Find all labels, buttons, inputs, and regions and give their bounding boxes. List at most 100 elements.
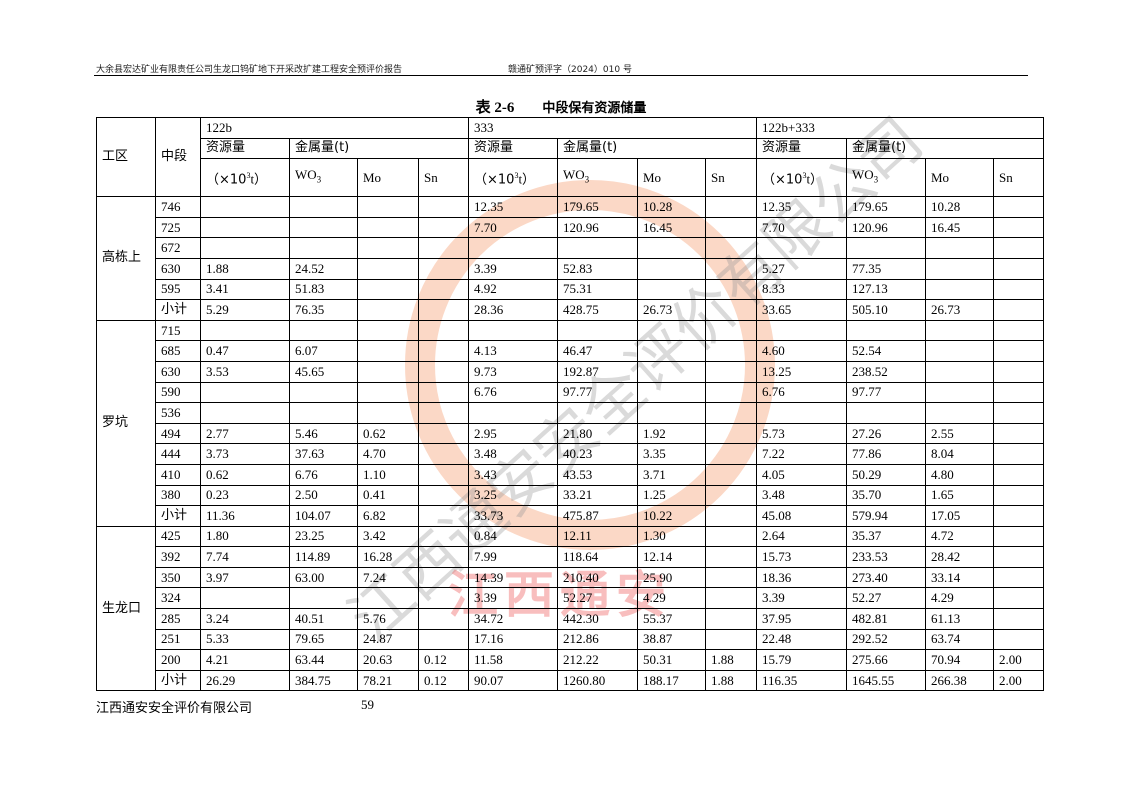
value-cell: 33.73	[468, 505, 558, 527]
value-cell: 2.77	[200, 422, 290, 445]
table-row: 罗坑 715	[96, 319, 1044, 527]
value-cell	[993, 525, 1044, 548]
value-cell: 116.35	[756, 669, 847, 692]
value-cell: 442.30	[557, 608, 638, 630]
value-cell	[200, 587, 290, 610]
value-cell: 0.62	[200, 463, 290, 486]
level-cell: 410	[155, 463, 201, 486]
wo-sub: 3	[316, 174, 322, 185]
value-cell: 45.08	[756, 505, 847, 527]
value-cell: 3.39	[468, 587, 558, 610]
value-cell	[925, 402, 994, 424]
table-row: 285 3.24 40.51 5.76 34.72 442.30 55.37 37.95 482…	[97, 608, 1044, 630]
value-cell: 4.60	[756, 340, 847, 362]
table-row: 595 3.41 51.83 4.92 75.31 8.33 127.13	[97, 278, 1044, 301]
value-cell: 15.73	[756, 546, 847, 568]
group-header: 122b	[200, 117, 469, 139]
unit-prefix: （×10	[206, 171, 247, 187]
running-header-doc-number: 赣通矿预评字（2024）010 号	[508, 65, 632, 75]
level-cell: 251	[155, 628, 201, 651]
value-cell: 179.65	[846, 196, 926, 218]
table-row: 536	[97, 402, 1044, 424]
value-cell	[993, 422, 1044, 445]
sn-header: Sn	[418, 158, 469, 198]
value-cell: 79.65	[289, 628, 358, 651]
value-cell	[557, 237, 638, 259]
wo3-header: WO3	[846, 158, 926, 198]
value-cell	[925, 257, 994, 280]
value-cell	[357, 402, 419, 424]
level-cell: 685	[155, 340, 201, 362]
mo-header: Mo	[637, 158, 706, 198]
value-cell	[418, 587, 469, 610]
value-cell: 23.25	[289, 525, 358, 548]
value-cell: 11.36	[200, 505, 290, 527]
value-cell	[993, 546, 1044, 568]
value-cell	[705, 525, 757, 548]
value-cell	[418, 484, 469, 507]
value-cell: 26.29	[200, 669, 290, 692]
value-cell	[993, 257, 1044, 280]
table-row: 685 0.47 6.07 4.13 46.47 4.60 52.54	[97, 340, 1044, 362]
value-cell: 63.44	[289, 649, 358, 671]
value-cell: 1645.55	[846, 669, 926, 692]
value-cell: 37.95	[756, 608, 847, 630]
value-cell	[200, 196, 290, 218]
value-cell	[289, 381, 358, 404]
value-cell	[993, 278, 1044, 301]
resource-header: 资源量	[200, 137, 290, 160]
level-cell: 590	[155, 381, 201, 404]
value-cell: 97.77	[846, 381, 926, 404]
value-cell	[846, 319, 926, 342]
header-divider	[94, 75, 1028, 76]
value-cell	[925, 319, 994, 342]
value-cell	[756, 319, 847, 342]
value-cell	[925, 278, 994, 301]
value-cell: 212.86	[557, 628, 638, 651]
table-row: 725 7.70 120.96 16.45 7.70 120.96 16.45	[97, 216, 1044, 239]
value-cell	[705, 257, 757, 280]
value-cell	[637, 257, 706, 280]
value-cell	[357, 587, 419, 610]
value-cell: 12.14	[637, 546, 706, 568]
value-cell	[357, 360, 419, 383]
value-cell: 63.74	[925, 628, 994, 651]
value-cell	[289, 587, 358, 610]
value-cell: 3.24	[200, 608, 290, 630]
value-cell	[705, 505, 757, 527]
value-cell: 7.70	[468, 216, 558, 239]
value-cell: 75.31	[557, 278, 638, 301]
unit-suffix: t）	[806, 170, 824, 186]
value-cell: 1.88	[200, 257, 290, 280]
value-cell: 76.35	[289, 299, 358, 321]
value-cell: 14.39	[468, 566, 558, 589]
value-cell: 233.53	[846, 546, 926, 568]
value-cell: 9.73	[468, 360, 558, 383]
value-cell: 10.22	[637, 505, 706, 527]
value-cell: 50.31	[637, 649, 706, 671]
value-cell: 0.84	[468, 525, 558, 548]
value-cell: 3.48	[756, 484, 847, 507]
value-cell: 273.40	[846, 566, 926, 589]
value-cell: 482.81	[846, 608, 926, 630]
table-row: 630 1.88 24.52 3.39 52.83 5.27 77.35	[97, 257, 1044, 280]
value-cell	[289, 216, 358, 239]
value-cell: 37.63	[289, 443, 358, 465]
value-cell	[705, 463, 757, 486]
resource-header: 资源量	[756, 137, 847, 160]
level-cell: 536	[155, 402, 201, 424]
value-cell: 1.80	[200, 525, 290, 548]
table-title: 中段保有资源储量	[542, 101, 647, 116]
value-cell: 16.45	[637, 216, 706, 239]
unit-suffix: t）	[250, 170, 268, 186]
value-cell	[705, 566, 757, 589]
value-cell: 3.43	[468, 463, 558, 486]
table-row: 小计 11.36 104.07 6.82 33.73 475.87 10.22 45.08 57…	[97, 505, 1044, 527]
value-cell	[993, 505, 1044, 527]
value-cell: 192.87	[557, 360, 638, 383]
value-cell: 6.76	[756, 381, 847, 404]
value-cell: 7.22	[756, 443, 847, 465]
value-cell	[705, 422, 757, 445]
sn-header: Sn	[705, 158, 757, 198]
value-cell: 127.13	[846, 278, 926, 301]
